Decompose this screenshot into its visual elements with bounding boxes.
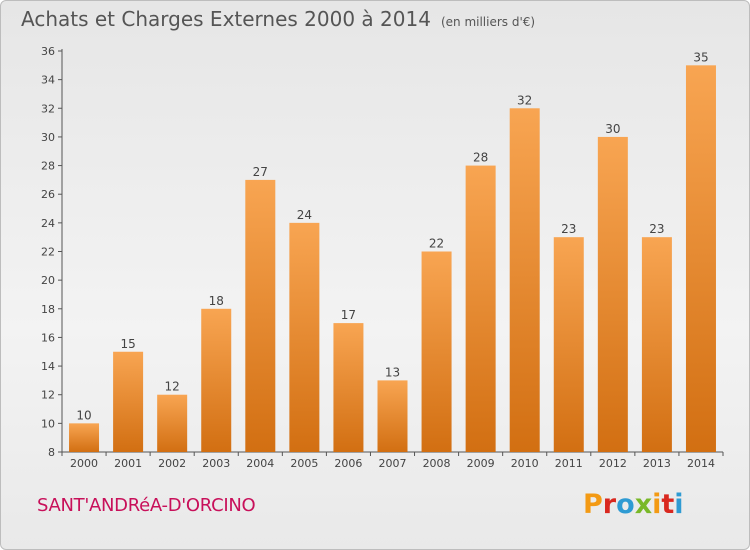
bar xyxy=(113,351,144,452)
chart-title: Achats et Charges Externes 2000 à 2014 (e… xyxy=(21,7,535,31)
x-tick-label: 2004 xyxy=(246,457,274,470)
bar xyxy=(685,65,716,453)
bar-value-label: 35 xyxy=(693,50,708,64)
logo-letter: r xyxy=(602,489,617,520)
bar-value-label: 22 xyxy=(429,237,444,251)
x-tick-label: 2011 xyxy=(555,457,583,470)
x-tick-label: 2010 xyxy=(511,457,539,470)
bar-value-label: 18 xyxy=(209,294,224,308)
y-tick-label: 28 xyxy=(41,160,55,173)
bar xyxy=(201,308,232,452)
y-tick-label: 36 xyxy=(41,45,55,58)
bar-value-label: 15 xyxy=(120,337,135,351)
chart-bars: 10 15 12 18 27 24 17 13 22 28 32 23 30 23 35 xyxy=(69,50,716,453)
logo-letter: i xyxy=(652,489,662,520)
y-tick-label: 8 xyxy=(48,446,55,459)
bar-value-label: 10 xyxy=(76,408,91,422)
y-tick-label: 30 xyxy=(41,131,55,144)
bar-value-label: 24 xyxy=(297,208,312,222)
chart-axes: 8 10 12 14 16 18 20 22 24 26 28 30 32 34 36 2000 2001 200… xyxy=(41,45,724,470)
bar-value-label: 30 xyxy=(605,122,620,136)
bar-value-label: 13 xyxy=(385,365,400,379)
y-tick-label: 12 xyxy=(41,389,55,402)
bar-value-label: 17 xyxy=(341,308,356,322)
bar-value-label: 27 xyxy=(253,165,268,179)
bar-value-label: 12 xyxy=(165,380,180,394)
y-tick-label: 22 xyxy=(41,246,55,259)
proxiti-logo[interactable]: Proxiti xyxy=(583,489,684,520)
bar-value-label: 23 xyxy=(561,222,576,236)
logo-letter: o xyxy=(616,489,635,520)
bar xyxy=(509,108,540,453)
bar-value-label: 23 xyxy=(649,222,664,236)
x-tick-label: 2006 xyxy=(334,457,362,470)
x-tick-label: 2009 xyxy=(467,457,495,470)
chart-unit: (en milliers d'€) xyxy=(440,15,536,29)
y-tick-label: 18 xyxy=(41,303,55,316)
y-tick-label: 26 xyxy=(41,188,55,201)
x-tick-label: 2003 xyxy=(202,457,230,470)
y-tick-label: 24 xyxy=(41,217,55,230)
logo-letter: i xyxy=(674,489,684,520)
bar xyxy=(157,394,188,452)
bar xyxy=(245,179,276,452)
bar-value-label: 28 xyxy=(473,151,488,165)
y-tick-label: 14 xyxy=(41,360,55,373)
bar xyxy=(377,380,408,452)
chart-title-text: Achats et Charges Externes 2000 à 2014 xyxy=(21,7,431,31)
bar xyxy=(333,323,364,452)
x-tick-label: 2013 xyxy=(643,457,671,470)
y-tick-label: 34 xyxy=(41,74,55,87)
x-tick-label: 2005 xyxy=(290,457,318,470)
bar xyxy=(597,136,628,452)
x-tick-label: 2008 xyxy=(423,457,451,470)
logo-letter: x xyxy=(634,489,653,520)
bar xyxy=(289,222,320,452)
y-tick-label: 20 xyxy=(41,274,55,287)
logo-letter: t xyxy=(661,489,675,520)
bar xyxy=(465,165,496,453)
bar xyxy=(69,423,100,452)
x-tick-label: 2007 xyxy=(379,457,407,470)
bar-value-label: 32 xyxy=(517,93,532,107)
bar xyxy=(421,251,452,452)
x-tick-label: 2000 xyxy=(70,457,98,470)
commune-name: SANT'ANDRéA-D'ORCINO xyxy=(37,495,256,516)
x-tick-label: 2012 xyxy=(599,457,627,470)
y-tick-label: 10 xyxy=(41,417,55,430)
x-tick-label: 2014 xyxy=(687,457,715,470)
logo-letter: P xyxy=(583,489,603,520)
x-tick-label: 2002 xyxy=(158,457,186,470)
y-tick-label: 32 xyxy=(41,102,55,115)
bar xyxy=(641,237,672,452)
bar xyxy=(553,237,584,452)
x-tick-label: 2001 xyxy=(114,457,142,470)
y-tick-label: 16 xyxy=(41,331,55,344)
